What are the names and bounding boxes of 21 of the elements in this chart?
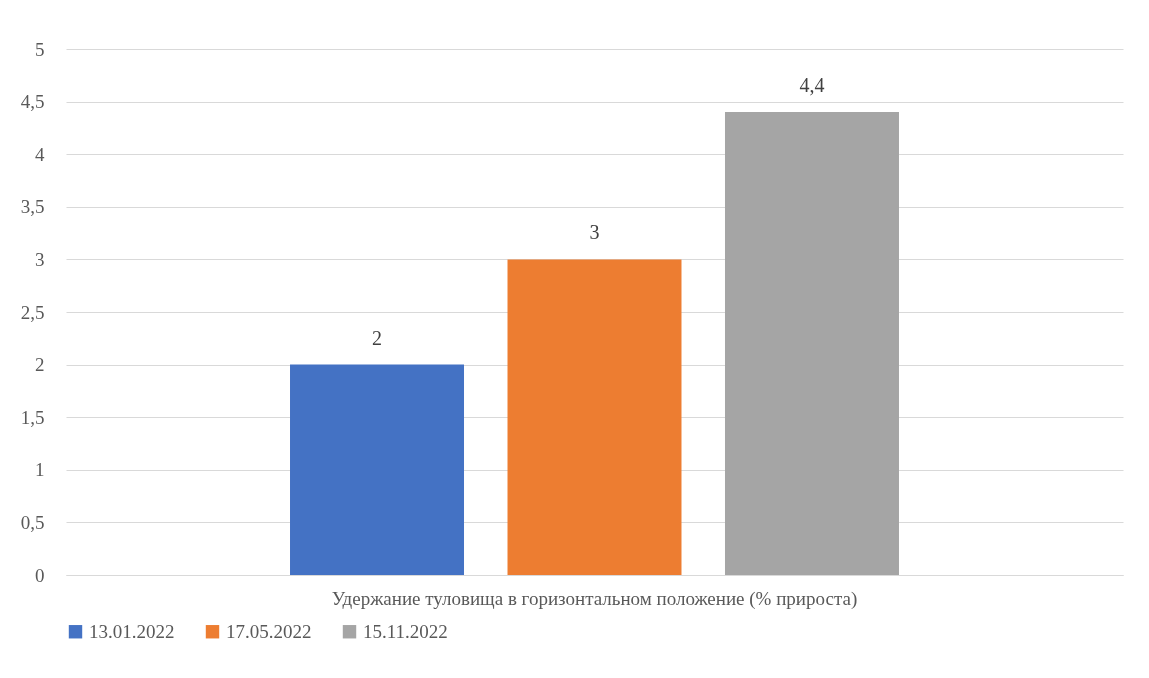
y-tick-label: 3 <box>35 248 45 270</box>
y-tick-label: 4,5 <box>20 91 45 113</box>
data-label: 4,4 <box>799 74 825 97</box>
bar <box>507 259 682 575</box>
data-label: 3 <box>589 221 600 244</box>
y-tick-label: 1 <box>35 459 45 481</box>
y-tick-label: 2 <box>35 354 45 376</box>
legend-label: 13.01.2022 <box>89 620 175 642</box>
y-tick-label: 2,5 <box>20 301 45 323</box>
bar <box>290 364 465 575</box>
y-tick-label: 0 <box>35 564 45 586</box>
y-tick-label: 1,5 <box>20 406 45 428</box>
y-tick-label: 3,5 <box>20 196 45 218</box>
y-tick-label: 0,5 <box>20 511 45 533</box>
bar <box>724 112 899 575</box>
data-label: 2 <box>372 326 383 349</box>
x-tick-label: Удержание туловища в горизонтальном положение (% прироста) <box>331 587 858 610</box>
legend-label: 17.05.2022 <box>226 620 312 642</box>
legend-label: 15.11.2022 <box>363 620 448 642</box>
y-tick-label: 5 <box>35 38 45 60</box>
y-tick-label: 4 <box>35 143 45 165</box>
